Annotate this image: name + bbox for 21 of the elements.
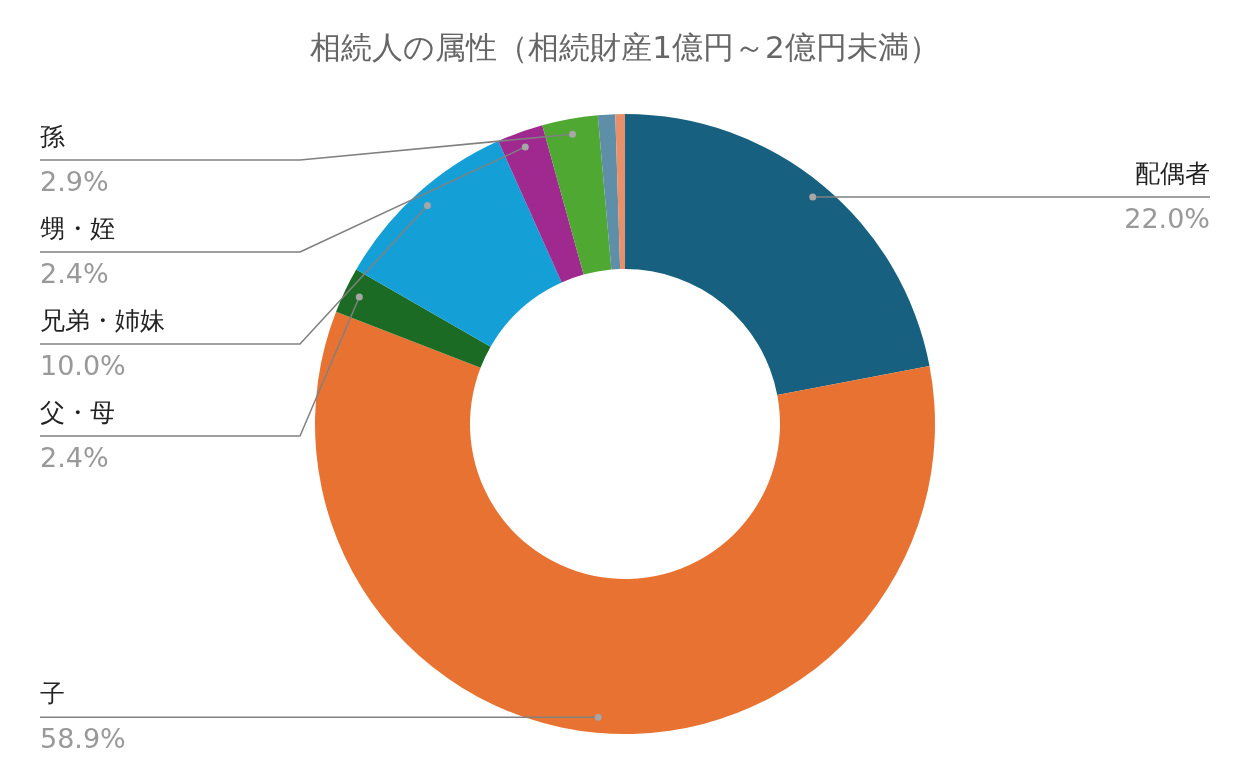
- slice-label: 兄弟・姉妹: [40, 306, 165, 335]
- data-label: 2.4%: [40, 258, 109, 289]
- donut-slice: [315, 311, 935, 734]
- slice-label: 孫: [40, 122, 65, 151]
- donut-slice: [615, 114, 625, 270]
- data-label: 58.9%: [40, 723, 126, 755]
- chart-title: 相続人の属性（相続財産1億円～2億円未満）: [310, 29, 940, 65]
- donut-slice: [542, 115, 612, 275]
- donut-slice: [356, 141, 562, 347]
- data-label: 2.4%: [40, 442, 109, 473]
- slice-label: 甥・姪: [40, 214, 115, 243]
- donut-slice: [498, 125, 584, 283]
- donut-slice: [625, 114, 930, 395]
- slice-label: 父・母: [40, 398, 115, 427]
- slice-label: 配偶者: [1135, 159, 1210, 189]
- slice-label: 子: [40, 679, 65, 709]
- data-label: 10.0%: [40, 350, 126, 381]
- donut-slice: [597, 114, 621, 270]
- data-label: 2.9%: [40, 166, 109, 197]
- data-label: 22.0%: [1124, 203, 1210, 235]
- donut-slice: [336, 269, 491, 368]
